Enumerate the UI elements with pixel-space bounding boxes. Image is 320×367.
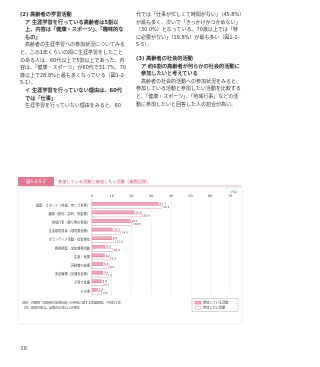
x-tick-label: 10 [110,194,114,198]
category-label: 教育関連・文化啓発活動 [55,245,90,250]
bar [91,231,121,235]
value-label: 10.4 [114,248,120,252]
value-label: 14.5 [122,231,128,235]
category-label: その他 [80,288,90,293]
figure-frame [17,187,243,325]
figure-title: 参加している活動と参加したい活動（複数回答） [58,178,150,185]
bar [91,219,131,223]
x-tick-label: 70 [228,194,232,198]
bar [91,282,105,286]
bar [91,262,104,266]
bar [91,270,103,275]
bar [91,274,107,278]
note: （注）調査対象は、全国の60歳以上の男女 [22,305,80,310]
value-label: 5.5 [104,262,109,266]
x-tick-label: 60 [208,194,212,198]
value-label: 12.1 [117,239,123,243]
value-label: 9.3 [112,256,117,260]
figure-label-box [18,177,54,186]
bar [91,245,106,249]
x-unit: (%) [231,190,237,194]
x-tick-label: 40 [169,194,173,198]
bar [91,205,163,209]
right-column: 代では「仕事が忙しくて時間がない」（45.8%）が最も多く、次いで「きっかけがつ… [136,12,242,109]
value-label: 5.4 [104,270,109,274]
category-label: 地域行事（祭り等の世話） [52,220,90,225]
bar [91,227,113,232]
category-label: 健康・スポーツ（体操、歩こう会等） [36,202,90,207]
subheading: ア 約6割の高齢者が何らかの社会的活動に参加したいと考えている [141,63,240,78]
bar [91,236,112,240]
figure: 図1-2-5-2 参加している活動と参加したい活動（複数回答） (%) 0 10 20… [17,177,243,325]
bar [91,210,135,214]
value-label: 20.8 [134,222,140,226]
subheading: イ 生涯学習を行っていない理由は、60代では「仕事」 [25,87,122,102]
legend-box [191,298,239,312]
bar [91,213,143,218]
value-label: 2.8 [99,288,104,292]
subheading: ア 生涯学習を行っている高齢者は5割以上、内容は「健康・スポーツ」、「趣味的なも… [25,19,124,41]
bar [91,279,102,283]
legend-swatch [194,305,202,310]
value-label: 33.7 [160,202,166,206]
category-label: 趣味（俳句、詩吟、陶芸等） [49,211,90,216]
category-label: 安全管理（交通安全等） [55,271,90,276]
heading: (3) 高齢者の社会的活動 [136,55,193,62]
paragraph: 代では「仕事が忙しくて時間がない」（45.8%）が最も多く、次いで「きっかけがつ… [136,12,242,49]
category-label: 子育て支援 [74,280,91,285]
value-label: 25.6 [144,213,150,217]
value-label: 4.9 [103,291,108,295]
x-tick-label: 50 [188,194,192,198]
bar [91,239,117,243]
category-label: 高齢者の支援 [71,263,91,268]
value-label: 7.2 [107,274,112,278]
bar [91,222,134,226]
x-tick-label: 30 [149,194,153,198]
legend-label: 参加したい活動 [203,305,225,310]
value-label: 10.4 [114,227,120,231]
paragraph: 高齢者の生涯学習への参加状況についてみると、この1年くらいの間に生涯学習をしたこ… [20,42,127,87]
category-label: 生活環境改善（環境美化等） [49,228,90,233]
value-label: 4.8 [103,279,108,283]
heading: (2) 高齢者の学習活動 [20,12,72,18]
category-label: 生産・就業 [74,254,91,259]
value-label: 6.6 [106,245,111,249]
paragraph: 高齢者の社会的活動への参加状況をみると、参加している活動と参加したい活動を比較す… [136,78,241,108]
bar [91,253,105,257]
note: 資料：内閣府「高齢者の地域社会への参加に関する意識調査」（平成25年） [22,300,123,305]
bar [91,265,109,269]
value-label: 6.3 [106,253,111,257]
bar [91,288,98,292]
bar [91,202,159,206]
x-tick-label: 20 [129,194,133,198]
left-column: (2) 高齢者の学習活動 ア 生涯学習を行っている高齢者は5割以上、内容は「健康… [20,12,126,111]
category-label: ボランティア活動・社会奉仕 [49,237,91,242]
value-label: 19.4 [131,219,137,223]
figure-label: 図1-2-5-2 [26,179,46,185]
paragraph: 生涯学習を行っていない理由をみると、60 [25,103,121,110]
page-number: 38 [20,346,27,352]
legend-swatch [194,300,202,305]
value-label: 8.4 [110,265,115,269]
bar [91,291,102,295]
value-label: 9.9 [113,236,118,240]
value-label: 35.5 [163,205,169,209]
value-label: 21.4 [135,210,141,214]
value-label: 6.1 [105,282,110,286]
legend-label: 参加している活動 [203,300,228,305]
x-tick-label: 0 [91,194,93,198]
bar [91,256,111,261]
bar [91,248,113,252]
page: (2) 高齢者の学習活動 ア 生涯学習を行っている高齢者は5割以上、内容は「健康… [17,12,243,352]
